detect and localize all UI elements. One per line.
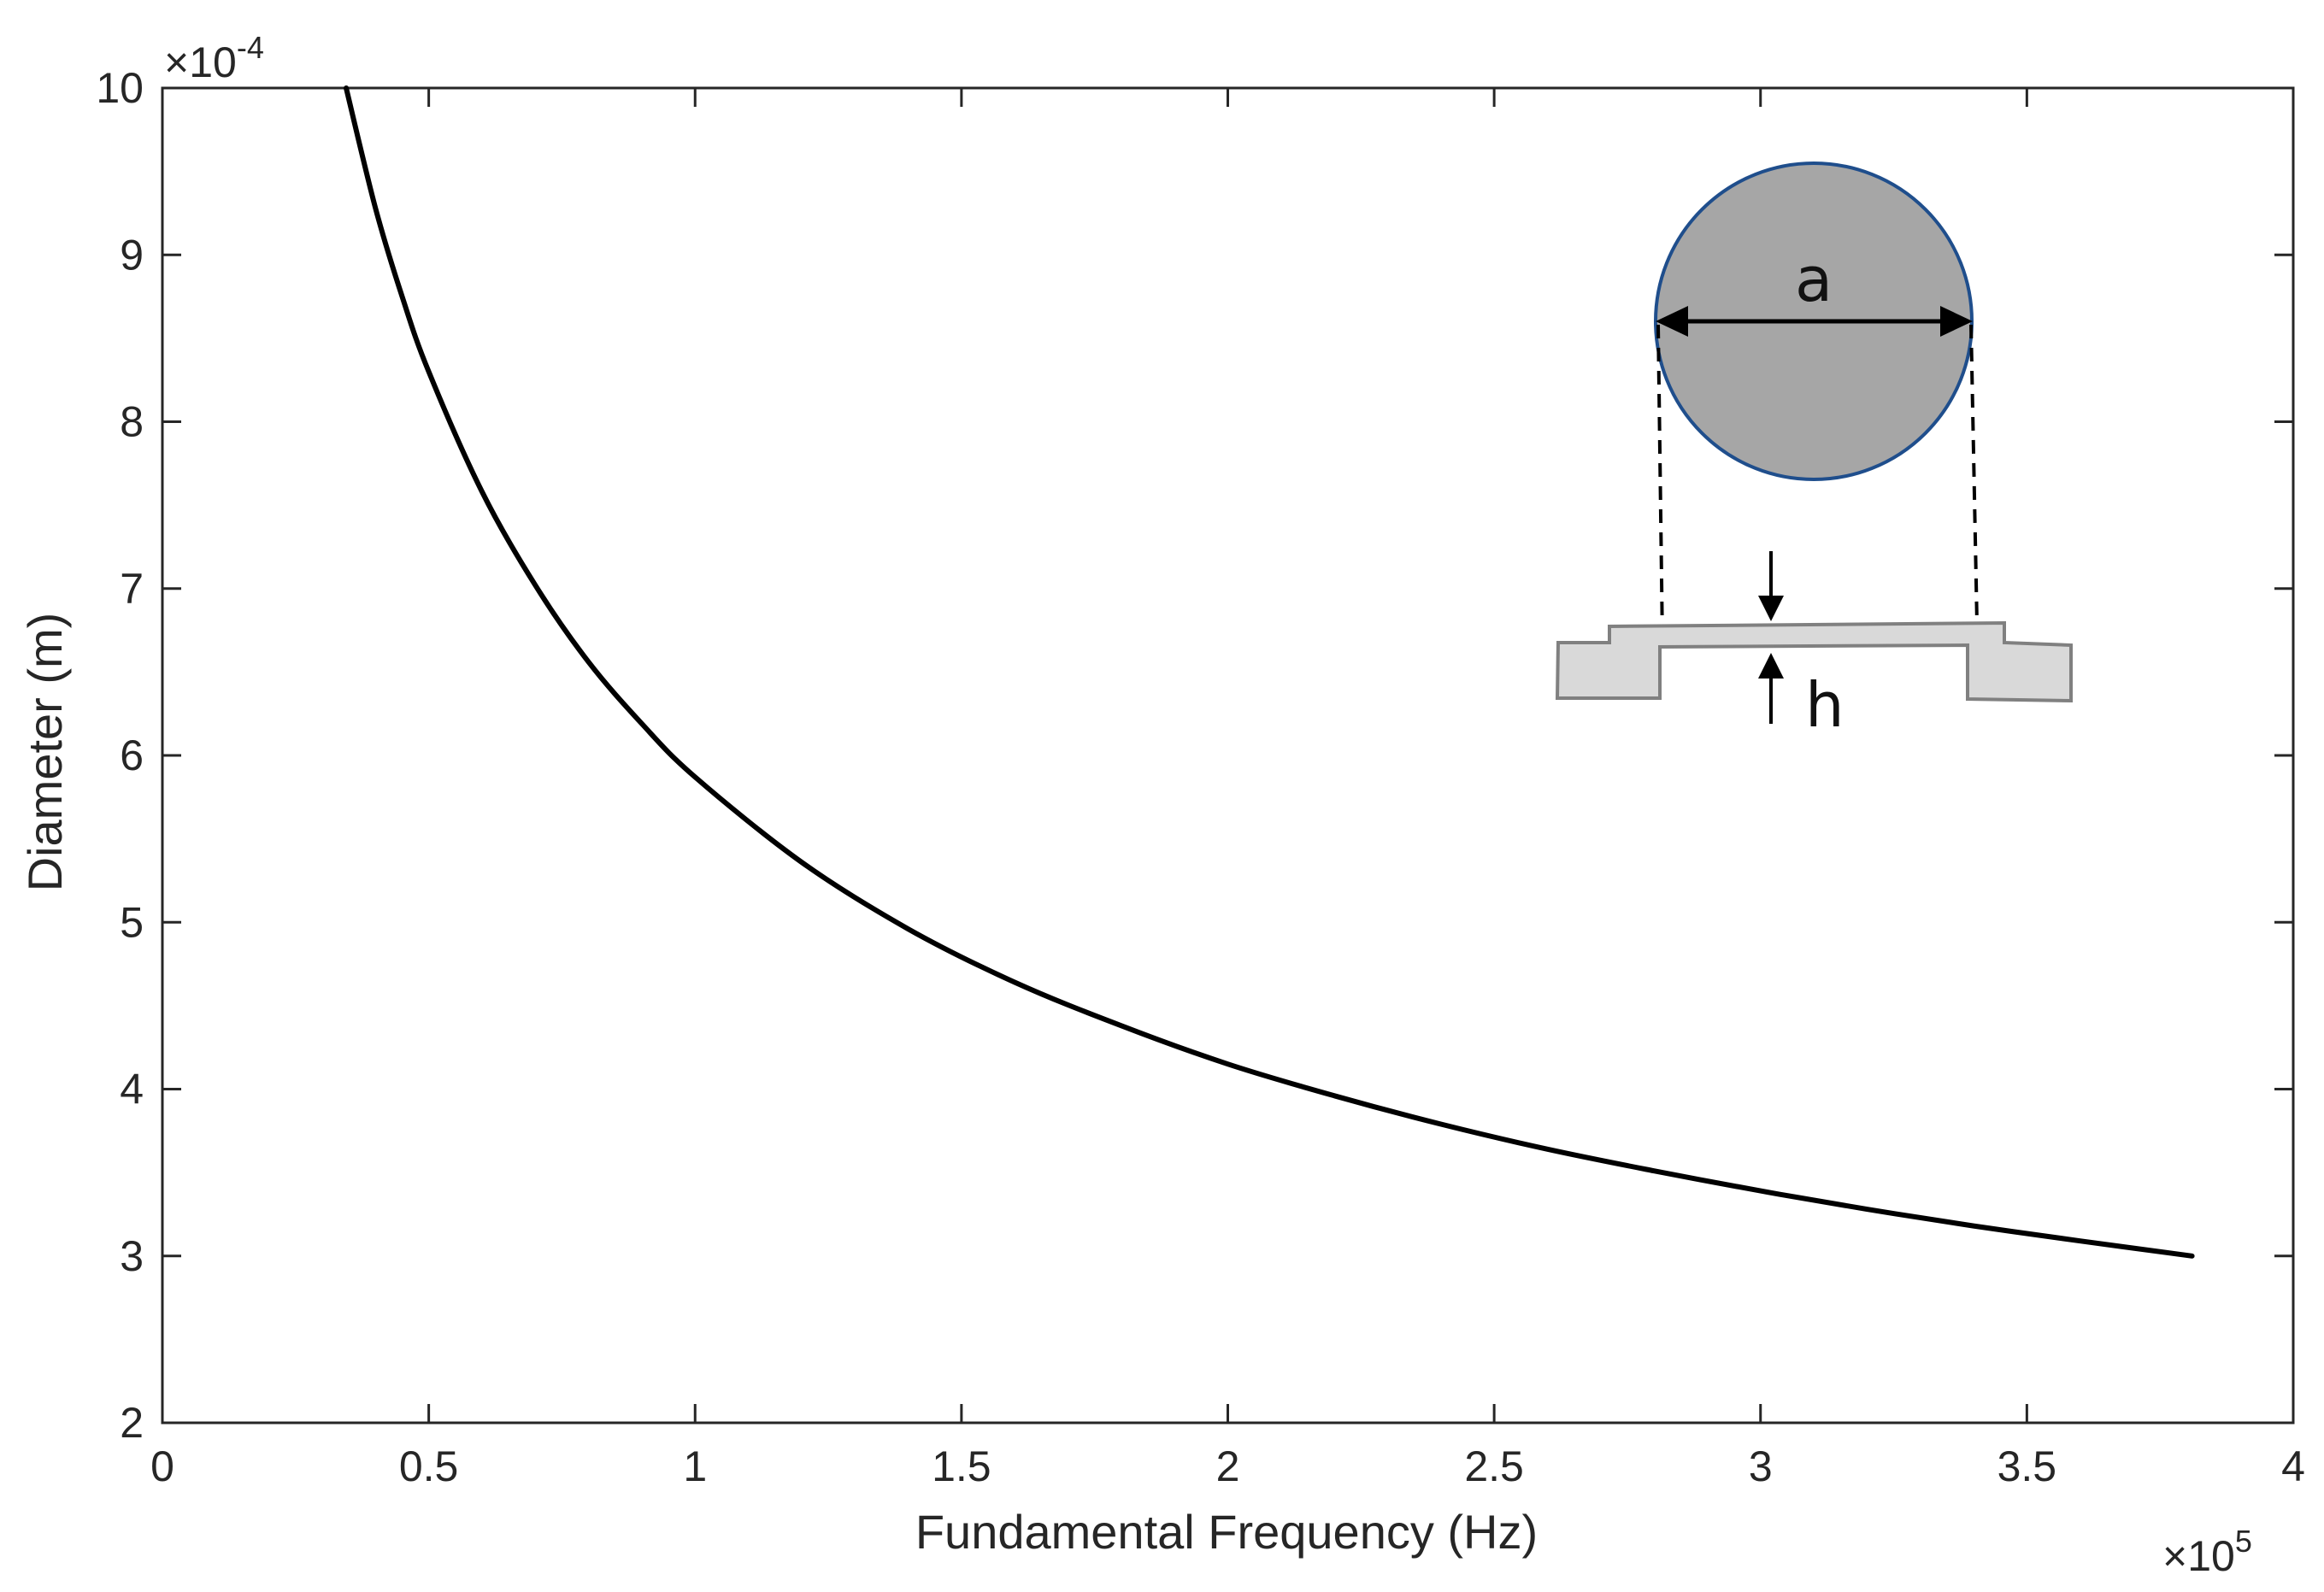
x-tick-label: 2 — [1216, 1442, 1240, 1490]
y-tick-label: 6 — [120, 731, 144, 779]
y-exponent-label: ×10-4 — [164, 30, 264, 86]
x-axis-label: Fundamental Frequency (Hz) — [915, 1505, 1538, 1559]
membrane-inset-diagram: a h — [1555, 162, 2073, 741]
x-tick-label: 4 — [2281, 1442, 2305, 1490]
x-tick-label: 0.5 — [399, 1442, 459, 1490]
projection-line-left — [1656, 324, 1664, 643]
x-tick-label: 1 — [683, 1442, 707, 1490]
x-tick-label: 0 — [150, 1442, 174, 1490]
y-tick-label: 9 — [120, 231, 144, 279]
axes-box — [161, 86, 2295, 1425]
y-tick-label: 5 — [120, 898, 144, 946]
y-tick-label: 8 — [120, 398, 144, 446]
y-tick-label: 10 — [96, 64, 144, 112]
x-tick-label: 1.5 — [932, 1442, 991, 1490]
thickness-arrowhead-bottom — [1758, 653, 1784, 679]
y-tick-label: 4 — [120, 1066, 144, 1113]
diameter-arrowhead-right — [1940, 306, 1973, 337]
y-tick-labels: 2 3 4 5 6 7 8 9 10 — [96, 64, 144, 1447]
thickness-label: h — [1805, 669, 1844, 741]
y-axis-label: Diameter (m) — [18, 613, 72, 892]
thickness-arrowhead-top — [1758, 596, 1784, 621]
axis-ticks — [161, 86, 2295, 1425]
x-tick-labels: 0 0.5 1 1.5 2 2.5 3 3.5 4 — [150, 1442, 2305, 1490]
series-line-diameter-vs-frequency — [344, 85, 2195, 1259]
x-exponent-label: ×105 — [2162, 1524, 2252, 1580]
diameter-label: a — [1795, 244, 1833, 315]
x-tick-label: 2.5 — [1464, 1442, 1524, 1490]
y-tick-label: 2 — [120, 1399, 144, 1447]
projection-line-right — [1969, 324, 1979, 625]
y-tick-label: 7 — [120, 565, 144, 613]
membrane-cross-section — [1555, 620, 2073, 703]
plot-area: 0 0.5 1 1.5 2 2.5 3 3.5 4 2 3 4 5 6 7 8 9 10 — [96, 64, 2305, 1490]
x-tick-label: 3 — [1749, 1442, 1773, 1490]
diameter-arrowhead-left — [1656, 306, 1688, 337]
x-tick-label: 3.5 — [1997, 1442, 2057, 1490]
y-tick-label: 3 — [120, 1232, 144, 1280]
